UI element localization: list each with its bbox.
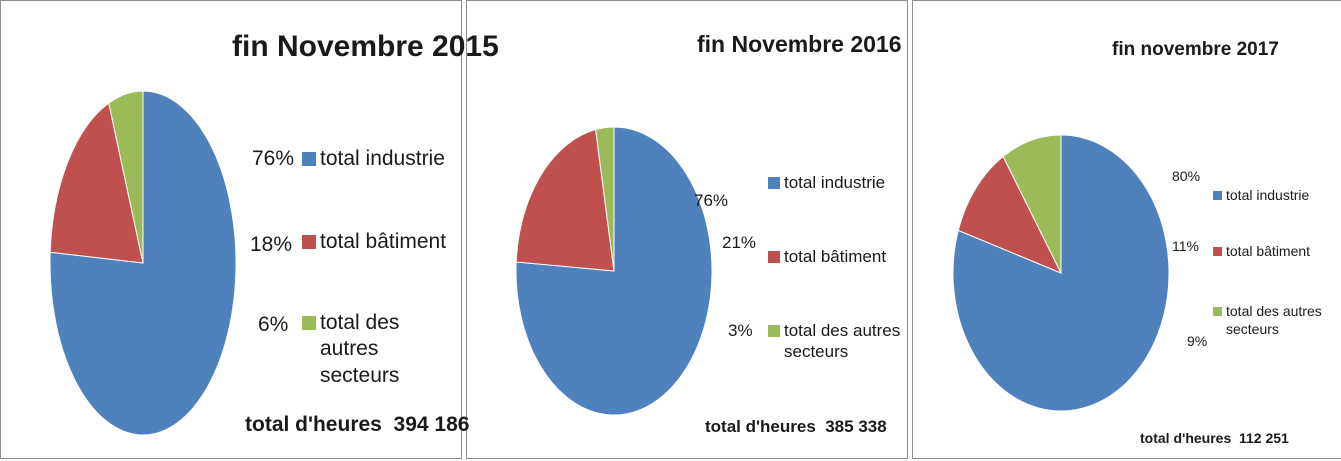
legend-swatch: [302, 152, 316, 167]
legend-swatch: [1213, 247, 1222, 257]
value-label: 76%: [252, 147, 295, 170]
pie-slice: [49, 102, 144, 264]
legend-label: total bâtiment: [784, 247, 887, 266]
panel: [912, 0, 1341, 459]
legend-label: total bâtiment: [1226, 243, 1311, 259]
pie-slice: [108, 90, 144, 264]
value-label: 3%: [728, 321, 753, 340]
total-annotation: total d'heures 394 186: [245, 413, 470, 436]
value-label: 11%: [1172, 238, 1199, 254]
value-label: 76%: [694, 191, 729, 210]
legend-label: total industrie: [1226, 187, 1310, 203]
legend-swatch: [1213, 307, 1222, 317]
panel: [0, 0, 462, 459]
chart-title: fin novembre 2017: [1112, 39, 1279, 60]
legend-label: total industrie: [320, 147, 445, 170]
value-label: 9%: [1187, 333, 1208, 349]
total-annotation: total d'heures 385 338: [705, 417, 887, 436]
legend-label: total industrie: [784, 173, 886, 192]
legend-label: total des autres secteurs: [1226, 303, 1322, 337]
panel: [466, 0, 908, 459]
legend-swatch: [768, 251, 780, 264]
total-annotation: total d'heures 112 251: [1140, 430, 1289, 446]
pie-slice: [595, 126, 615, 272]
legend-label: total des autres secteurs: [784, 321, 901, 362]
value-label: 80%: [1172, 168, 1201, 184]
legend-swatch: [302, 235, 316, 250]
chart-title: fin Novembre 2015: [232, 30, 499, 63]
chart-title: fin Novembre 2016: [697, 31, 902, 57]
legend-swatch: [768, 325, 780, 338]
pie-slice: [1002, 134, 1062, 274]
pie-slice: [957, 155, 1063, 274]
legend-swatch: [1213, 191, 1222, 201]
pie-slice: [515, 126, 713, 416]
legend-swatch: [768, 177, 780, 190]
value-label: 18%: [250, 233, 293, 256]
legend-swatch: [302, 316, 316, 331]
value-label: 21%: [722, 233, 757, 252]
legend-label: total des autres secteurs: [320, 311, 400, 387]
legend-label: total bâtiment: [320, 230, 447, 253]
value-label: 6%: [258, 313, 289, 336]
pie-slice: [515, 128, 615, 272]
